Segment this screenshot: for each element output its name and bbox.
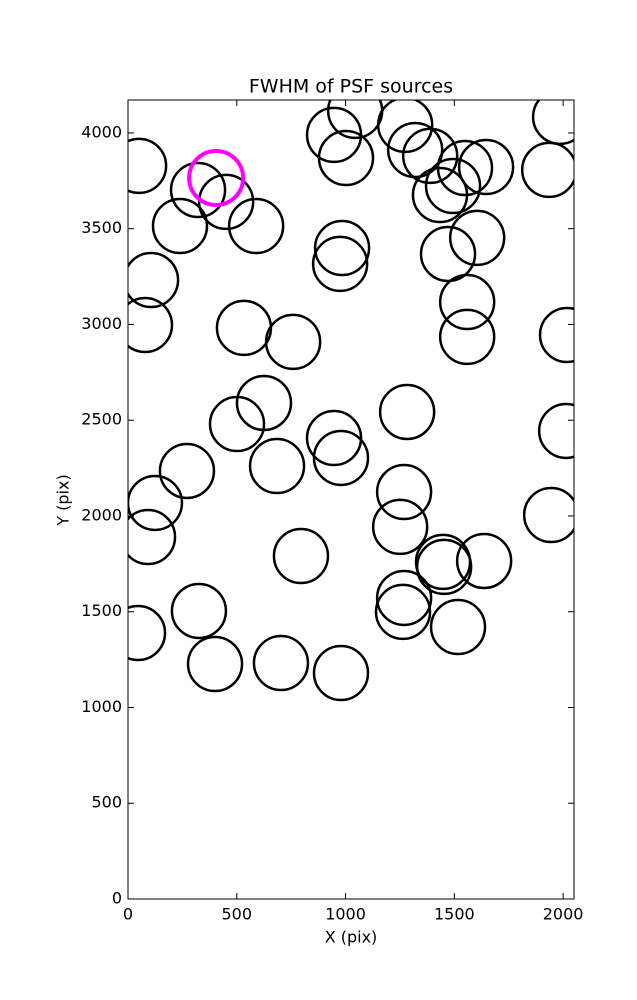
psf-circle [401,127,459,185]
y-axis-label: Y (pix) [54,474,73,526]
psf-circle [537,402,574,460]
plot-frame [127,99,575,900]
y-tick-label: 4000 [81,122,122,141]
psf-circle [538,306,574,364]
psf-circle [312,644,370,702]
psf-circle [448,209,506,267]
psf-circle [128,474,184,532]
psf-circle [305,409,363,467]
psf-circle [522,486,574,544]
chart-title: FWHM of PSF sources [249,76,453,98]
psf-circle [248,437,306,495]
psf-circle [375,463,433,521]
x-axis-label: X (pix) [325,928,378,947]
x-tick-label: 0 [123,905,133,924]
psf-circle [187,148,246,207]
psf-circle [438,308,496,366]
psf-circle [208,395,266,453]
y-tick-label: 500 [91,793,122,812]
psf-circle [317,129,375,187]
psf-circle [436,139,494,197]
y-tick-label: 3500 [81,218,122,237]
psf-circle [374,583,432,641]
psf-circle [128,508,177,566]
psf-circle [186,635,244,693]
psf-circle [311,235,369,293]
psf-circle [158,442,216,500]
x-tick-label: 2000 [543,905,584,924]
psf-circle [438,273,496,331]
psf-circle [457,138,515,196]
psf-circle [378,383,436,441]
psf-circle [151,197,209,255]
psf-circle [128,251,180,309]
psf-circle [376,100,434,154]
y-tick-label: 0 [112,889,122,908]
psf-circle [429,598,487,656]
psf-circle [455,532,513,590]
x-tick-label: 1000 [325,905,366,924]
psf-circle [419,225,477,283]
psf-circle [128,296,174,354]
y-tick-label: 3000 [81,314,122,333]
psf-circle [128,137,168,195]
psf-circle [169,161,227,219]
psf-circle [313,219,371,277]
psf-circle [312,429,370,487]
y-tick-label: 2500 [81,410,122,429]
plot-area [128,100,574,702]
psf-circle [264,313,322,371]
psf-circle [415,538,473,596]
psf-circle [128,604,167,662]
psf-circle [520,141,574,199]
psf-circle [424,157,482,215]
psf-circle [252,634,310,692]
psf-circle [197,173,255,231]
y-tick-label: 1500 [81,601,122,620]
psf-circle [531,100,574,146]
y-tick-label: 1000 [81,697,122,716]
psf-circle [371,498,429,556]
psf-circle [227,197,285,255]
psf-circle [375,569,433,627]
psf-circle [215,299,273,357]
psf-circle [170,582,228,640]
psf-circle [272,527,330,585]
y-tick-label: 2000 [81,505,122,524]
x-tick-label: 500 [222,905,253,924]
x-tick-label: 1500 [434,905,475,924]
